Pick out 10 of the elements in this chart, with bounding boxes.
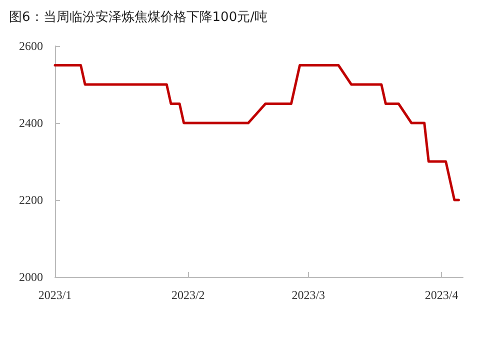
y-tick-label: 2600	[19, 39, 43, 53]
x-tick-label: 2023/2	[171, 288, 205, 302]
y-tick-label: 2000	[19, 270, 43, 284]
line-series	[54, 64, 460, 202]
y-tick-label: 2400	[19, 116, 43, 130]
chart-title: 图6：当周临汾安泽炼焦煤价格下降100元/吨	[9, 9, 268, 25]
x-tick-label: 2023/3	[292, 288, 326, 302]
y-tick-label: 2200	[19, 193, 43, 207]
x-tick-label: 2023/4	[424, 288, 458, 302]
x-tick-label: 2023/1	[38, 288, 72, 302]
